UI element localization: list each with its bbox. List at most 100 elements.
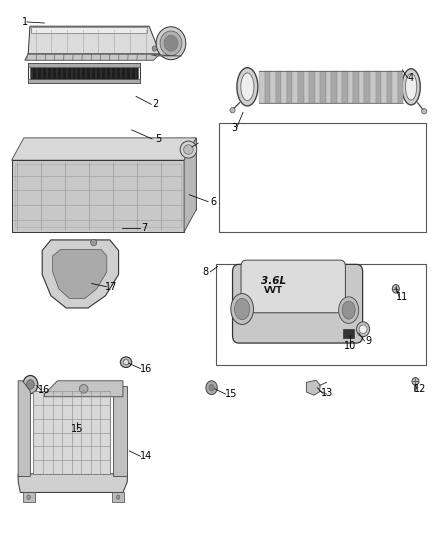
Ellipse shape <box>27 495 30 499</box>
Bar <box>304 71 309 103</box>
Ellipse shape <box>120 357 132 368</box>
Bar <box>387 71 392 103</box>
Ellipse shape <box>156 27 186 60</box>
Bar <box>276 71 281 103</box>
Bar <box>215 264 426 365</box>
Ellipse shape <box>184 145 193 155</box>
Text: 4: 4 <box>408 73 414 83</box>
Polygon shape <box>28 26 160 54</box>
Bar <box>326 71 331 103</box>
Bar <box>298 71 304 103</box>
Ellipse shape <box>117 495 120 499</box>
Text: 1: 1 <box>21 17 28 27</box>
Text: 5: 5 <box>155 134 161 144</box>
Bar <box>381 71 387 103</box>
Polygon shape <box>113 386 127 477</box>
Text: 13: 13 <box>321 388 333 398</box>
Polygon shape <box>306 380 320 395</box>
Bar <box>219 123 426 232</box>
Bar <box>15 165 180 227</box>
Ellipse shape <box>412 377 419 385</box>
Polygon shape <box>24 138 196 209</box>
Text: 11: 11 <box>396 292 409 302</box>
Ellipse shape <box>357 322 370 337</box>
Bar <box>281 71 287 103</box>
Text: 16: 16 <box>38 385 50 395</box>
Polygon shape <box>53 249 107 298</box>
Polygon shape <box>18 474 127 492</box>
Ellipse shape <box>206 381 217 394</box>
Ellipse shape <box>406 74 417 100</box>
Ellipse shape <box>164 35 178 51</box>
Ellipse shape <box>72 419 76 424</box>
Bar <box>28 63 141 67</box>
Ellipse shape <box>23 375 38 393</box>
Bar <box>30 67 138 80</box>
Ellipse shape <box>230 108 235 113</box>
Bar <box>331 71 337 103</box>
Text: 2: 2 <box>152 99 159 109</box>
Bar <box>28 63 141 83</box>
Ellipse shape <box>152 46 156 51</box>
Bar <box>31 27 147 33</box>
Ellipse shape <box>237 68 258 106</box>
Ellipse shape <box>26 379 34 389</box>
Bar <box>320 71 326 103</box>
FancyBboxPatch shape <box>233 264 363 343</box>
Bar <box>359 71 364 103</box>
Text: 10: 10 <box>344 341 356 351</box>
Text: 3.6L: 3.6L <box>261 277 286 286</box>
Text: VVT: VVT <box>264 286 283 295</box>
Bar <box>375 71 381 103</box>
Bar <box>353 71 359 103</box>
Bar <box>265 71 270 103</box>
Ellipse shape <box>241 73 254 101</box>
FancyBboxPatch shape <box>241 260 346 313</box>
Bar <box>259 71 265 103</box>
Bar <box>314 71 320 103</box>
Ellipse shape <box>180 141 197 158</box>
Ellipse shape <box>234 298 250 320</box>
Ellipse shape <box>359 325 367 334</box>
Ellipse shape <box>91 239 97 246</box>
Bar <box>337 71 342 103</box>
Bar <box>398 71 403 103</box>
Bar <box>287 71 293 103</box>
Text: 12: 12 <box>413 384 426 394</box>
Bar <box>309 71 314 103</box>
Text: 3: 3 <box>231 123 237 133</box>
Bar <box>33 391 110 474</box>
Ellipse shape <box>79 384 88 393</box>
Bar <box>293 71 298 103</box>
Text: 15: 15 <box>225 389 237 399</box>
Ellipse shape <box>231 294 254 325</box>
Polygon shape <box>44 381 123 397</box>
Polygon shape <box>12 138 196 160</box>
Bar <box>392 71 398 103</box>
Polygon shape <box>184 138 196 232</box>
Ellipse shape <box>339 297 359 324</box>
Text: 14: 14 <box>140 451 152 461</box>
Text: 9: 9 <box>366 336 372 346</box>
Ellipse shape <box>209 384 214 391</box>
Ellipse shape <box>124 360 129 365</box>
Ellipse shape <box>342 301 355 319</box>
Bar <box>343 329 354 338</box>
Polygon shape <box>112 492 124 502</box>
Bar <box>342 71 348 103</box>
Polygon shape <box>18 381 30 477</box>
Ellipse shape <box>70 417 78 426</box>
Text: 7: 7 <box>141 223 148 233</box>
Bar <box>364 71 370 103</box>
Polygon shape <box>42 240 119 308</box>
Bar <box>270 71 276 103</box>
Ellipse shape <box>160 31 182 55</box>
Polygon shape <box>22 492 35 502</box>
Text: 17: 17 <box>106 282 118 292</box>
Bar <box>28 79 141 83</box>
Ellipse shape <box>402 69 420 105</box>
Polygon shape <box>25 54 160 60</box>
Text: 15: 15 <box>71 424 83 434</box>
Text: 16: 16 <box>140 364 152 374</box>
Text: 8: 8 <box>202 267 208 277</box>
